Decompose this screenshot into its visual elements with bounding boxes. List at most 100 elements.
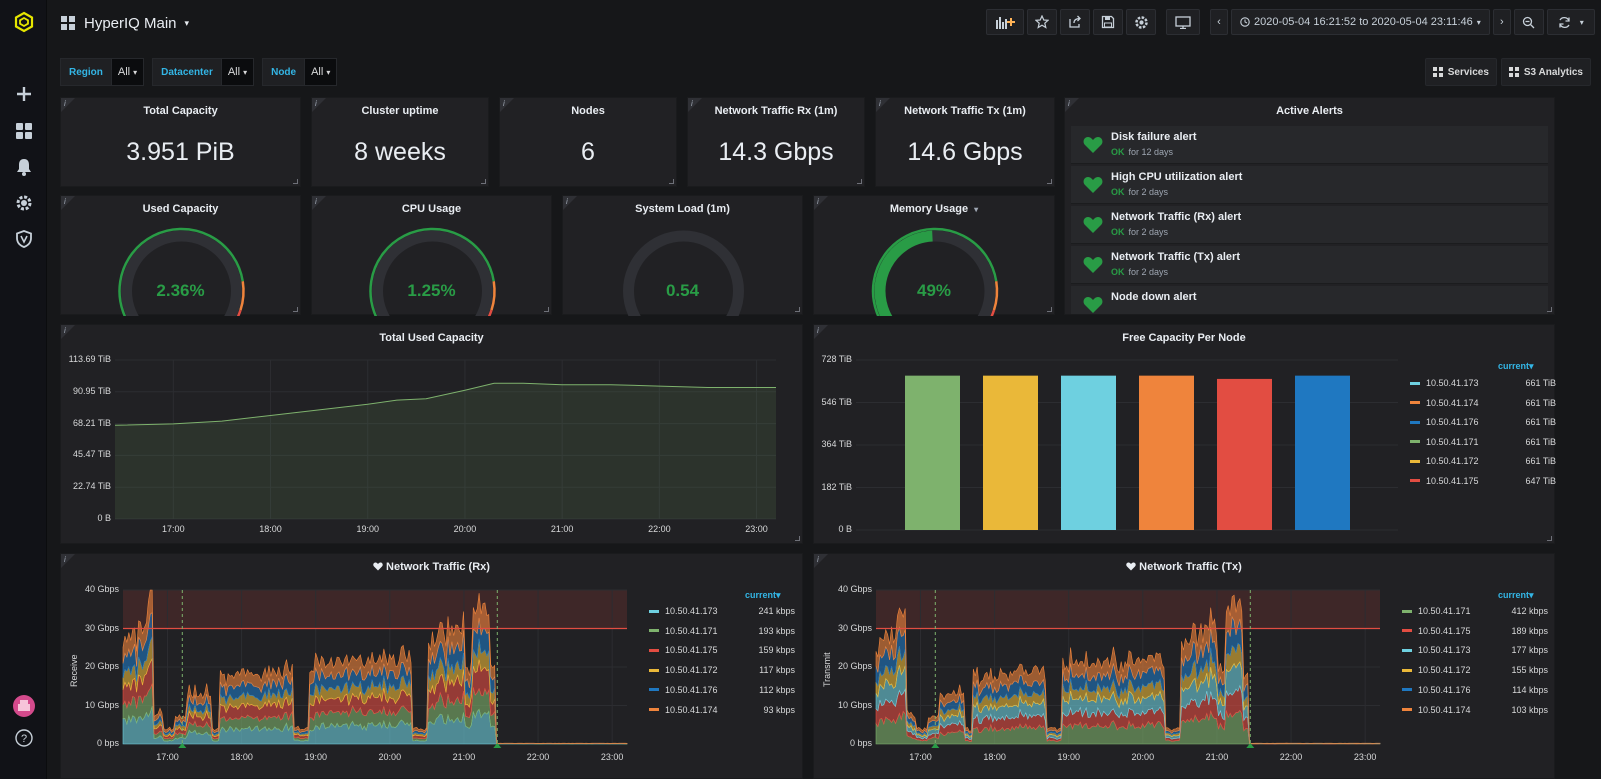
dashboard-title-picker[interactable]: HyperIQ Main ▾ xyxy=(60,12,189,34)
s3-analytics-link[interactable]: S3 Analytics xyxy=(1500,58,1591,86)
time-forward-button[interactable]: › xyxy=(1492,9,1511,35)
legend-item[interactable]: 10.50.41.174 93 kbps xyxy=(649,700,795,720)
panel-info-icon[interactable]: i xyxy=(61,325,75,339)
plus-icon[interactable] xyxy=(0,76,47,112)
alert-name[interactable]: Network Traffic (Rx) alert xyxy=(1111,211,1242,223)
resize-handle[interactable] xyxy=(293,179,298,184)
gauge-panel-used-capacity[interactable]: i Used Capacity 2.36% xyxy=(60,195,301,316)
panel-title[interactable]: Used Capacity xyxy=(142,203,219,215)
panel-info-icon[interactable]: i xyxy=(876,98,890,112)
legend-item[interactable]: 10.50.41.171 193 kbps xyxy=(649,621,795,641)
legend-item[interactable]: 10.50.41.173 661 TiB xyxy=(1410,373,1556,393)
tv-mode-button[interactable] xyxy=(1166,9,1200,35)
panel-title[interactable]: Network Traffic (Rx) xyxy=(61,561,802,573)
help-icon[interactable]: ? xyxy=(0,720,47,756)
variable-select[interactable]: All ▾ xyxy=(221,58,255,86)
panel-title[interactable]: Network Traffic Rx (1m) xyxy=(714,105,838,117)
annotation-marker[interactable] xyxy=(493,743,502,748)
panel-title[interactable]: Free Capacity Per Node xyxy=(1122,332,1246,344)
panel-info-icon[interactable]: i xyxy=(61,98,75,112)
bar[interactable] xyxy=(1061,375,1116,530)
stat-panel-network-rx[interactable]: i Network Traffic Rx (1m) 14.3 Gbps xyxy=(687,97,865,187)
panel-title[interactable]: Total Used Capacity xyxy=(379,332,484,344)
share-button[interactable] xyxy=(1060,9,1090,35)
alert-item[interactable]: High CPU utilization alert OK for 2 days xyxy=(1071,166,1548,204)
legend-item[interactable]: 10.50.41.172 155 kbps xyxy=(1402,660,1548,680)
stat-panel-cluster-uptime[interactable]: i Cluster uptime 8 weeks xyxy=(311,97,489,187)
panel-title[interactable]: Cluster uptime xyxy=(361,105,439,117)
resize-handle[interactable] xyxy=(1047,307,1052,312)
plot-area[interactable] xyxy=(61,554,803,779)
panel-info-icon[interactable]: i xyxy=(61,554,75,568)
settings-button[interactable] xyxy=(1126,9,1156,35)
resize-handle[interactable] xyxy=(293,307,298,312)
legend-sort-header[interactable]: current▾ xyxy=(1498,361,1534,371)
annotation-marker[interactable] xyxy=(931,743,940,748)
star-button[interactable] xyxy=(1027,9,1057,35)
graph-panel-network-tx[interactable]: i Network Traffic (Tx) 40 Gbps 30 Gbps 20 … xyxy=(813,553,1555,779)
alert-item[interactable]: Network Traffic (Tx) alert OK for 2 days xyxy=(1071,246,1548,284)
zoom-out-button[interactable] xyxy=(1513,9,1544,35)
legend-item[interactable]: 10.50.41.176 661 TiB xyxy=(1410,412,1556,432)
gauge-panel-system-load[interactable]: i System Load (1m) 0.54 xyxy=(562,195,803,316)
resize-handle[interactable] xyxy=(544,307,549,312)
logo-icon[interactable] xyxy=(0,4,47,40)
resize-handle[interactable] xyxy=(1547,307,1552,312)
plot-area[interactable] xyxy=(814,554,1555,779)
graph-panel-network-rx[interactable]: i Network Traffic (Rx) 40 Gbps 30 Gbps 20 … xyxy=(60,553,803,779)
panel-title[interactable]: System Load (1m) xyxy=(635,203,730,215)
panel-info-icon[interactable]: i xyxy=(61,196,75,210)
alert-item[interactable]: Disk failure alert OK for 12 days xyxy=(1071,126,1548,164)
panel-info-icon[interactable]: i xyxy=(814,196,828,210)
legend-item[interactable]: 10.50.41.175 189 kbps xyxy=(1402,621,1548,641)
shield-icon[interactable] xyxy=(0,221,47,257)
resize-handle[interactable] xyxy=(1047,179,1052,184)
resize-handle[interactable] xyxy=(857,179,862,184)
alert-item[interactable]: Node down alert xyxy=(1071,286,1548,314)
legend-item[interactable]: 10.50.41.174 103 kbps xyxy=(1402,700,1548,720)
save-button[interactable] xyxy=(1093,9,1123,35)
legend-item[interactable]: 10.50.41.173 241 kbps xyxy=(649,601,795,621)
services-link[interactable]: Services xyxy=(1424,58,1497,86)
dashboards-icon[interactable] xyxy=(0,113,47,149)
resize-handle[interactable] xyxy=(481,179,486,184)
stat-panel-nodes[interactable]: i Nodes 6 xyxy=(499,97,677,187)
plot-area[interactable] xyxy=(61,325,804,545)
bar[interactable] xyxy=(1295,375,1350,530)
panel-info-icon[interactable]: i xyxy=(563,196,577,210)
bar[interactable] xyxy=(1217,378,1272,530)
gauge-panel-memory-usage[interactable]: i Memory Usage ▾ 49% xyxy=(813,195,1055,316)
alert-name[interactable]: Network Traffic (Tx) alert xyxy=(1111,251,1240,263)
legend-item[interactable]: 10.50.41.176 112 kbps xyxy=(649,680,795,700)
panel-info-icon[interactable]: i xyxy=(312,98,326,112)
legend-sort-header[interactable]: current▾ xyxy=(745,590,781,600)
resize-handle[interactable] xyxy=(795,536,800,541)
alert-list-panel[interactable]: i Active Alerts Disk failure alert OK for… xyxy=(1064,97,1555,315)
gauge-panel-cpu-usage[interactable]: i CPU Usage 1.25% xyxy=(311,195,552,316)
plot-area[interactable] xyxy=(814,325,1556,545)
time-back-button[interactable]: ‹ xyxy=(1210,9,1228,35)
legend-item[interactable]: 10.50.41.172 661 TiB xyxy=(1410,451,1556,471)
alert-item[interactable]: Network Traffic (Rx) alert OK for 2 days xyxy=(1071,206,1548,244)
graph-panel-free-capacity[interactable]: i Free Capacity Per Node 728 TiB 546 TiB 3… xyxy=(813,324,1556,545)
legend-item[interactable]: 10.50.41.176 114 kbps xyxy=(1402,680,1548,700)
bar[interactable] xyxy=(983,375,1038,530)
variable-select[interactable]: All ▾ xyxy=(111,58,145,86)
bar[interactable] xyxy=(905,375,960,530)
panel-info-icon[interactable]: i xyxy=(688,98,702,112)
panel-info-icon[interactable]: i xyxy=(312,196,326,210)
time-picker[interactable]: 2020-05-04 16:21:52 to 2020-05-04 23:11:… xyxy=(1231,9,1490,35)
alert-name[interactable]: High CPU utilization alert xyxy=(1111,171,1243,183)
legend-item[interactable]: 10.50.41.171 412 kbps xyxy=(1402,601,1548,621)
alert-name[interactable]: Disk failure alert xyxy=(1111,131,1197,143)
legend-item[interactable]: 10.50.41.175 647 TiB xyxy=(1410,471,1556,491)
panel-info-icon[interactable]: i xyxy=(814,554,828,568)
panel-title[interactable]: Active Alerts xyxy=(1276,105,1343,117)
panel-title[interactable]: Network Traffic (Tx) xyxy=(814,561,1554,573)
stat-panel-network-tx[interactable]: i Network Traffic Tx (1m) 14.6 Gbps xyxy=(875,97,1055,187)
panel-title[interactable]: Nodes xyxy=(571,105,605,117)
legend-item[interactable]: 10.50.41.172 117 kbps xyxy=(649,660,795,680)
legend-item[interactable]: 10.50.41.171 661 TiB xyxy=(1410,432,1556,452)
stat-panel-total-capacity[interactable]: i Total Capacity 3.951 PiB xyxy=(60,97,301,187)
avatar[interactable] xyxy=(0,688,47,724)
